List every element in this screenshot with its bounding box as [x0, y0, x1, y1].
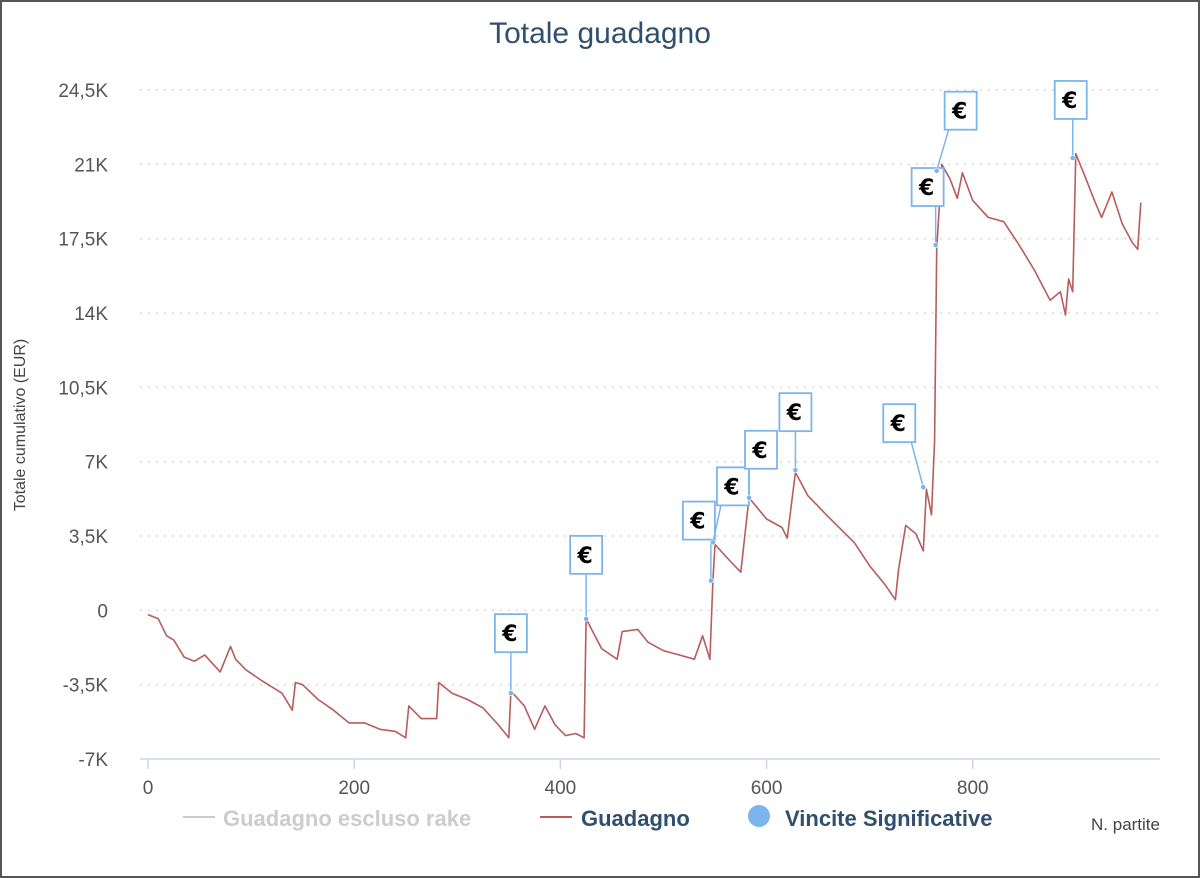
grid-lines — [140, 89, 1160, 686]
flag-label: € — [576, 544, 592, 569]
flag-label: € — [751, 439, 767, 464]
win-point — [707, 577, 714, 584]
flag-label: € — [1061, 89, 1077, 114]
significant-win-flag[interactable]: € — [681, 500, 716, 584]
y-axis-ticks: -7K -3,5K 0 3,5K 7K 10,5K 14K 17,5K 21K 24,5K — [58, 81, 108, 771]
legend-label: Guadagno escluso rake — [223, 806, 471, 831]
y-tick-label: 24,5K — [58, 81, 108, 102]
significant-win-flag[interactable]: € — [882, 403, 927, 491]
chart-title: Totale guadagno — [489, 17, 711, 50]
y-tick-label: 3,5K — [69, 527, 108, 548]
y-tick-label: 21K — [74, 155, 108, 176]
significant-win-flag[interactable]: € — [933, 90, 978, 174]
flag-box — [778, 392, 813, 433]
flag-box — [910, 167, 945, 207]
flag-label: € — [951, 100, 967, 125]
significant-win-flag[interactable]: € — [744, 429, 778, 501]
flag-box — [1053, 80, 1088, 120]
flag-label: € — [890, 412, 906, 437]
y-axis-label: Totale cumulativo (EUR) — [12, 339, 29, 512]
x-tick-label: 800 — [957, 778, 989, 799]
flag-connector — [935, 129, 950, 171]
legend-label: Vincite Significative — [785, 806, 992, 831]
series-layer — [147, 152, 1142, 739]
win-point — [710, 539, 716, 546]
legend-item[interactable]: Vincite Significative — [748, 805, 992, 831]
flag-box — [569, 534, 604, 575]
significant-win-flag[interactable]: € — [1053, 80, 1088, 161]
legend-item[interactable]: Guadagno — [540, 806, 690, 831]
flag-box — [493, 613, 528, 654]
x-axis-ticks: 0 200 400 600 800 — [143, 759, 989, 799]
win-point — [792, 467, 799, 474]
flag-box — [681, 500, 716, 541]
significant-win-flag[interactable]: € — [710, 466, 750, 546]
legend-circle-icon — [748, 805, 770, 827]
significant-win-flag[interactable]: € — [493, 613, 528, 697]
win-point — [507, 690, 514, 697]
x-tick-label: 200 — [338, 778, 370, 799]
win-point — [583, 615, 590, 622]
series-line-guadagno — [147, 152, 1142, 739]
win-point — [933, 167, 940, 174]
y-tick-label: -7K — [78, 750, 108, 771]
flag-label: € — [786, 401, 802, 426]
flag-label: € — [501, 622, 517, 647]
y-tick-label: -3,5K — [63, 676, 109, 697]
significant-win-flag[interactable]: € — [910, 167, 945, 248]
y-tick-label: 17,5K — [58, 230, 108, 251]
flag-box — [716, 466, 750, 507]
significant-win-flag[interactable]: € — [778, 392, 813, 474]
flag-label: € — [918, 176, 934, 201]
x-tick-label: 400 — [545, 778, 577, 799]
flag-connector — [712, 505, 722, 543]
flag-box — [943, 90, 978, 131]
flag-box — [882, 403, 917, 444]
significant-wins-markers: € € € € € € € € € € — [493, 80, 1088, 697]
flag-box — [744, 429, 778, 470]
y-tick-label: 14K — [74, 304, 108, 325]
legend-item[interactable]: Guadagno escluso rake — [183, 806, 471, 831]
x-tick-label: 600 — [751, 778, 783, 799]
legend-label: Guadagno — [581, 806, 690, 831]
flag-label: € — [723, 475, 739, 500]
y-tick-label: 7K — [85, 453, 109, 474]
win-point — [920, 484, 927, 491]
significant-win-flag[interactable]: € — [569, 534, 604, 622]
x-axis-label: N. partite — [1091, 815, 1160, 834]
y-tick-label: 0 — [97, 601, 108, 622]
win-point — [746, 494, 752, 501]
x-tick-label: 0 — [143, 778, 154, 799]
legend: Guadagno escluso rake Guadagno Vincite Sig… — [183, 805, 992, 831]
flag-connector — [910, 441, 924, 488]
flag-label: € — [689, 510, 705, 535]
win-point — [1069, 155, 1076, 161]
win-point — [932, 242, 939, 248]
y-tick-label: 10,5K — [58, 378, 108, 399]
